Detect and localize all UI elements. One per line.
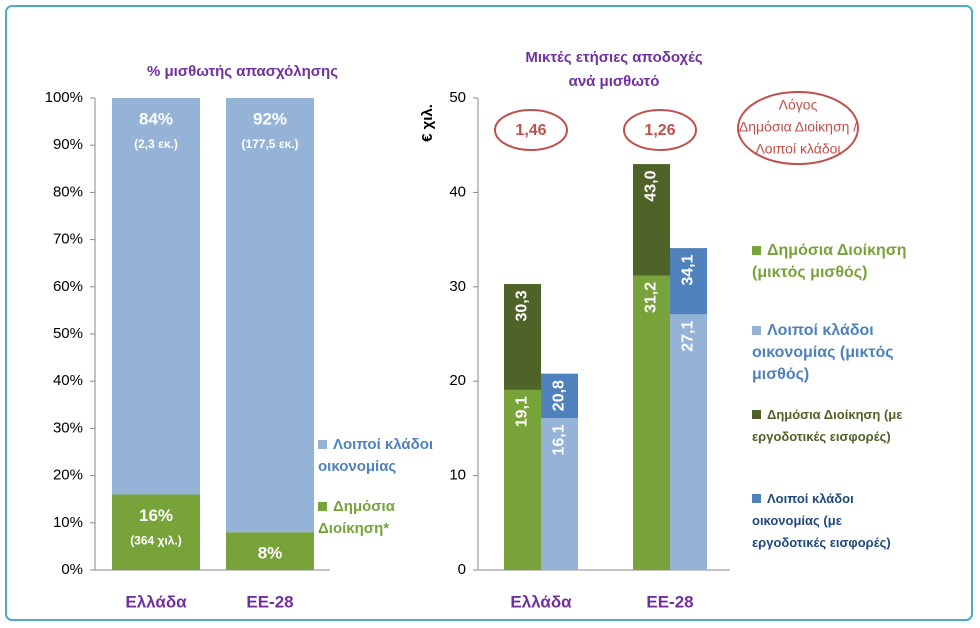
legend-label: Λοιποί κλάδοι οικονομίας (μικτός μισθός)	[752, 322, 894, 383]
y-tick-label: 100%	[45, 89, 83, 106]
legend-swatch	[752, 410, 761, 419]
value-label: 16,1	[551, 424, 568, 455]
legend-swatch	[752, 246, 761, 255]
ratio-title: Λόγος	[779, 97, 818, 113]
y-tick-label: 90%	[53, 136, 83, 153]
y-tick-label: 10%	[53, 514, 83, 531]
legend-label: Δημόσια Διοίκηση (μικτός μισθός)	[752, 242, 907, 281]
value-label: 31,2	[643, 282, 660, 313]
chart-title: ανά μισθωτό	[569, 73, 660, 90]
legend-item: Δημόσια Διοίκηση (με εργοδοτικές εισφορέ…	[752, 404, 927, 448]
value-label: 92%	[253, 109, 287, 128]
chart-title: Μικτές ετήσιες αποδοχές	[525, 49, 703, 66]
legend-label: Δημόσια Διοίκηση (με εργοδοτικές εισφορέ…	[752, 407, 903, 444]
value-label: 30,3	[514, 290, 531, 321]
value-label: 19,1	[514, 396, 531, 427]
bar	[541, 418, 578, 570]
y-tick-label: 30	[449, 278, 466, 295]
x-tick-label: Ελλάδα	[125, 592, 187, 611]
value-label: 84%	[139, 109, 173, 128]
legend-item: Δημόσια Διοίκηση (μικτός μισθός)	[752, 240, 912, 284]
bar	[226, 98, 314, 533]
y-tick-label: 60%	[53, 278, 83, 295]
y-tick-label: 80%	[53, 183, 83, 200]
ratio-ellipse	[623, 109, 697, 151]
value-label: 8%	[258, 544, 283, 563]
legend-swatch	[752, 494, 761, 503]
ratio-title-ellipse	[737, 91, 859, 165]
y-tick-label: 20%	[53, 467, 83, 484]
y-tick-label: 0	[458, 561, 466, 578]
value-note: (2,3 εκ.)	[134, 137, 178, 151]
bar	[112, 98, 200, 495]
x-tick-label: ΕΕ-28	[646, 592, 693, 611]
value-label: 27,1	[680, 321, 697, 352]
x-tick-label: Ελλάδα	[510, 592, 572, 611]
bar	[633, 275, 670, 570]
ratio-title: Λοιποί κλάδοι	[755, 141, 840, 157]
legend-swatch	[752, 326, 761, 335]
y-axis-label: € χιλ.	[419, 104, 436, 142]
y-tick-label: 30%	[53, 419, 83, 436]
value-label: 16%	[139, 506, 173, 525]
value-label: 20,8	[551, 380, 568, 411]
x-tick-label: ΕΕ-28	[246, 592, 293, 611]
y-tick-label: 20	[449, 372, 466, 389]
ratio-label: 1,46	[515, 122, 546, 139]
chart-title: % μισθωτής απασχόλησης	[147, 63, 338, 80]
y-tick-label: 0%	[61, 561, 83, 578]
bar	[226, 532, 314, 570]
y-tick-label: 40	[449, 183, 466, 200]
legend-item: Λοιποί κλάδοι οικονομίας (μικτός μισθός)	[752, 320, 912, 386]
legend-label: Λοιποί κλάδοι οικονομίας (με εργοδοτικές…	[752, 491, 891, 550]
value-label: 34,1	[680, 254, 697, 285]
legend-item: Λοιποί κλάδοι οικονομίας (με εργοδοτικές…	[752, 488, 892, 554]
y-tick-label: 50	[449, 89, 466, 106]
bar	[670, 314, 707, 570]
ratio-title: Δημόσια Διοίκηση /	[739, 119, 857, 135]
legend-item: Λοιποί κλάδοι οικονομίας	[318, 434, 453, 478]
y-tick-label: 70%	[53, 231, 83, 248]
bar	[112, 494, 200, 570]
y-tick-label: 50%	[53, 325, 83, 342]
legend-label: Λοιποί κλάδοι οικονομίας	[318, 436, 434, 475]
y-tick-label: 10	[449, 467, 466, 484]
value-note: (14,2 εκ.)	[245, 571, 295, 585]
value-note: (177,5 εκ.)	[241, 137, 298, 151]
legend-swatch	[318, 502, 327, 511]
value-label: 43,0	[643, 170, 660, 201]
y-tick-label: 40%	[53, 372, 83, 389]
bar	[504, 389, 541, 570]
ratio-ellipse	[494, 109, 568, 151]
legend-item: Δημόσια Διοίκηση*	[318, 496, 438, 540]
ratio-label: 1,26	[644, 122, 675, 139]
legend-swatch	[318, 440, 327, 449]
legend-label: Δημόσια Διοίκηση*	[318, 498, 395, 537]
value-note: (364 χιλ.)	[130, 534, 182, 548]
